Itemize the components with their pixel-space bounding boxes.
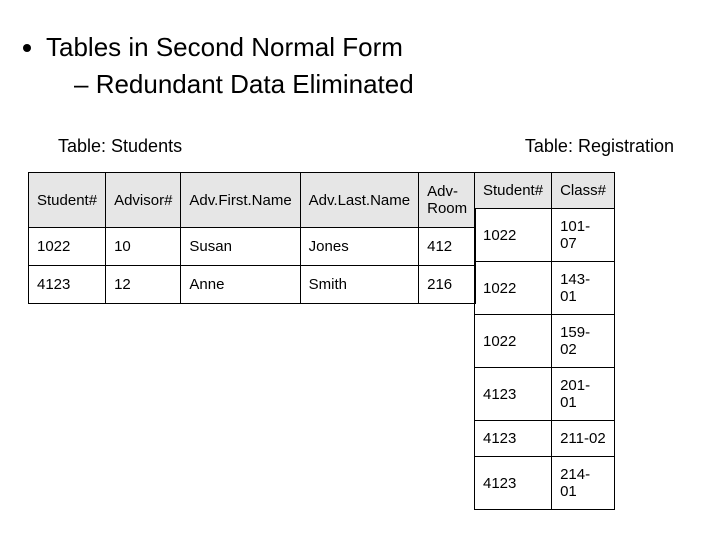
table-header-cell: Adv-Room <box>419 173 476 228</box>
table-cell: 1022 <box>29 228 106 266</box>
bullet-sub: Redundant Data Eliminated <box>74 67 692 104</box>
students-tbody: 102210SusanJones412412312AnneSmith216 <box>29 228 476 304</box>
table-labels-row: Table: Students Table: Registration <box>28 136 692 162</box>
table-cell: 101-07 <box>552 209 615 262</box>
students-table-label: Table: Students <box>58 136 182 157</box>
students-thead: Student#Advisor#Adv.First.NameAdv.Last.N… <box>29 173 476 228</box>
bullet-main: Tables in Second Normal Form Redundant D… <box>46 30 692 106</box>
table-cell: 211-02 <box>552 421 615 457</box>
table-header-cell: Adv.Last.Name <box>300 173 418 228</box>
table-cell: 412 <box>419 228 476 266</box>
registration-thead: Student#Class# <box>475 173 615 209</box>
slide-content: Tables in Second Normal Form Redundant D… <box>0 0 720 162</box>
table-cell: 1022 <box>475 262 552 315</box>
table-cell: 159-02 <box>552 315 615 368</box>
registration-table-label: Table: Registration <box>525 136 674 157</box>
table-row: 1022143-01 <box>475 262 615 315</box>
table-header-row: Student#Class# <box>475 173 615 209</box>
table-cell: 201-01 <box>552 368 615 421</box>
table-header-cell: Advisor# <box>106 173 181 228</box>
table-header-row: Student#Advisor#Adv.First.NameAdv.Last.N… <box>29 173 476 228</box>
students-table: Student#Advisor#Adv.First.NameAdv.Last.N… <box>28 172 476 304</box>
table-row: 412312AnneSmith216 <box>29 266 476 304</box>
table-row: 4123211-02 <box>475 421 615 457</box>
table-cell: Jones <box>300 228 418 266</box>
table-cell: 1022 <box>475 315 552 368</box>
registration-table: Student#Class# 1022101-071022143-0110221… <box>474 172 615 510</box>
registration-tbody: 1022101-071022143-011022159-024123201-01… <box>475 209 615 510</box>
table-cell: 143-01 <box>552 262 615 315</box>
table-cell: 1022 <box>475 209 552 262</box>
table-row: 1022159-02 <box>475 315 615 368</box>
table-header-cell: Student# <box>29 173 106 228</box>
table-header-cell: Adv.First.Name <box>181 173 300 228</box>
table-cell: 4123 <box>29 266 106 304</box>
table-cell: 214-01 <box>552 457 615 510</box>
table-row: 4123201-01 <box>475 368 615 421</box>
bullet-list: Tables in Second Normal Form Redundant D… <box>46 30 692 106</box>
table-cell: Susan <box>181 228 300 266</box>
table-row: 4123214-01 <box>475 457 615 510</box>
table-cell: Anne <box>181 266 300 304</box>
table-cell: 4123 <box>475 457 552 510</box>
table-cell: 216 <box>419 266 476 304</box>
table-row: 102210SusanJones412 <box>29 228 476 266</box>
table-cell: 4123 <box>475 368 552 421</box>
bullet-main-text: Tables in Second Normal Form <box>46 32 403 62</box>
table-cell: 10 <box>106 228 181 266</box>
table-row: 1022101-07 <box>475 209 615 262</box>
table-header-cell: Student# <box>475 173 552 209</box>
table-cell: 12 <box>106 266 181 304</box>
table-cell: 4123 <box>475 421 552 457</box>
table-cell: Smith <box>300 266 418 304</box>
bullet-sublist: Redundant Data Eliminated <box>74 67 692 104</box>
table-header-cell: Class# <box>552 173 615 209</box>
